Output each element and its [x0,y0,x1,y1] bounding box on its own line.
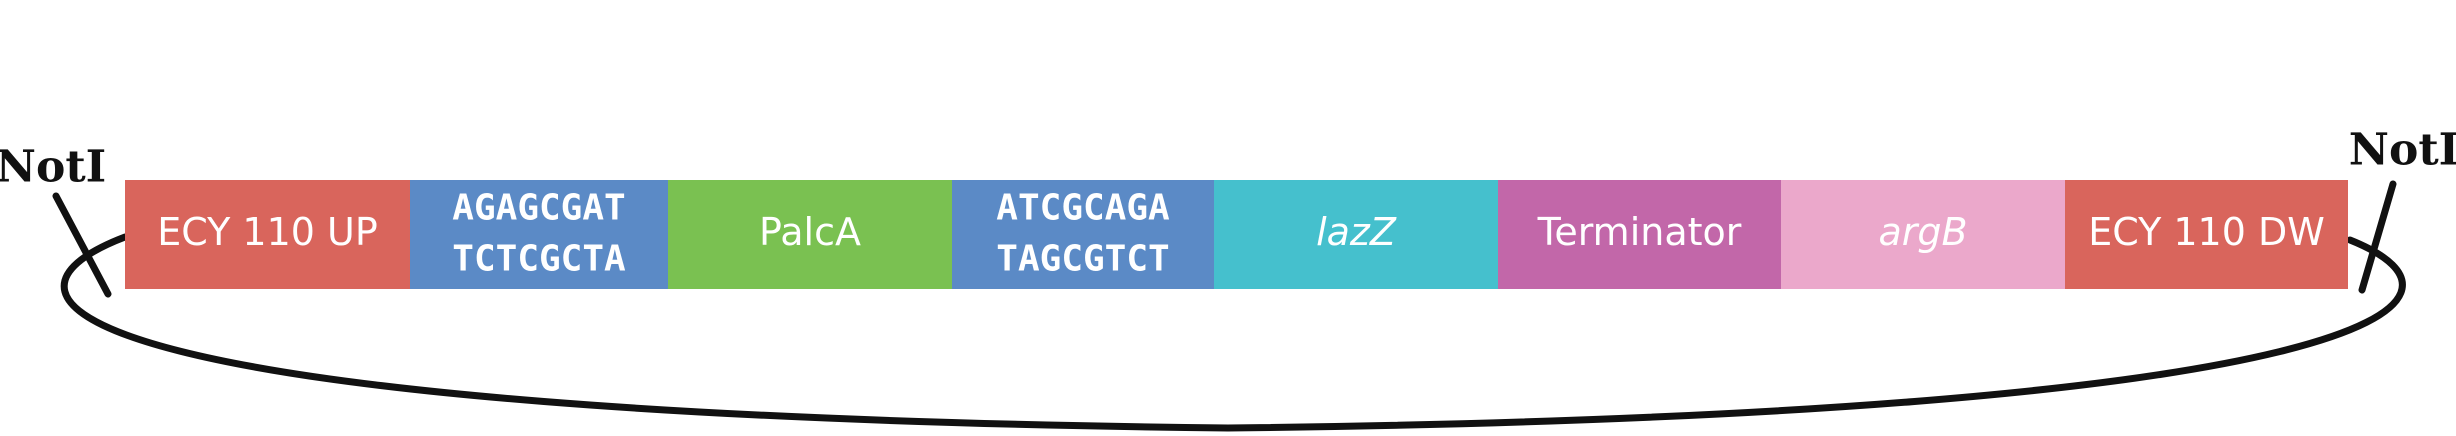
segment-argb-label: argB [1878,210,1967,254]
segment-linker-2 [952,180,1214,289]
segment-terminator [1498,180,1781,289]
construct-segments: ECY 110 UP AGAGCGAT TCTCGCTA PalcA ATCGCAGA T… [125,180,2348,289]
noti-site-left-cut-mark [52,192,112,298]
segment-palca [668,180,952,289]
segment-linker-2-seq-line-1: ATCGCAGA [996,188,1170,229]
noti-site-right-cut-mark [2358,180,2397,294]
segment-linker-2-seq-line-2: TAGCGTCT [996,239,1169,280]
noti-site-right-label: NotI [2349,125,2456,176]
segment-lazz-label: lazZ [1316,210,1397,254]
segment-ecy110-up [125,180,410,289]
segment-linker-1 [410,180,668,289]
segment-palca-label: PalcA [759,210,861,254]
segment-linker-1-seq-line-1: AGAGCGAT [452,188,625,229]
segment-ecy110-dw [2065,180,2348,289]
segment-linker-1-seq-line-2: TCTCGCTA [452,239,626,280]
segment-lazz [1214,180,1498,289]
noti-site-left-label: NotI [0,142,106,193]
plasmid-backbone [60,233,2406,432]
segment-terminator-label: Terminator [1537,210,1742,254]
segment-argb [1781,180,2065,289]
segment-ecy110-dw-label: ECY 110 DW [2088,210,2325,254]
segment-ecy110-up-label: ECY 110 UP [157,210,378,254]
